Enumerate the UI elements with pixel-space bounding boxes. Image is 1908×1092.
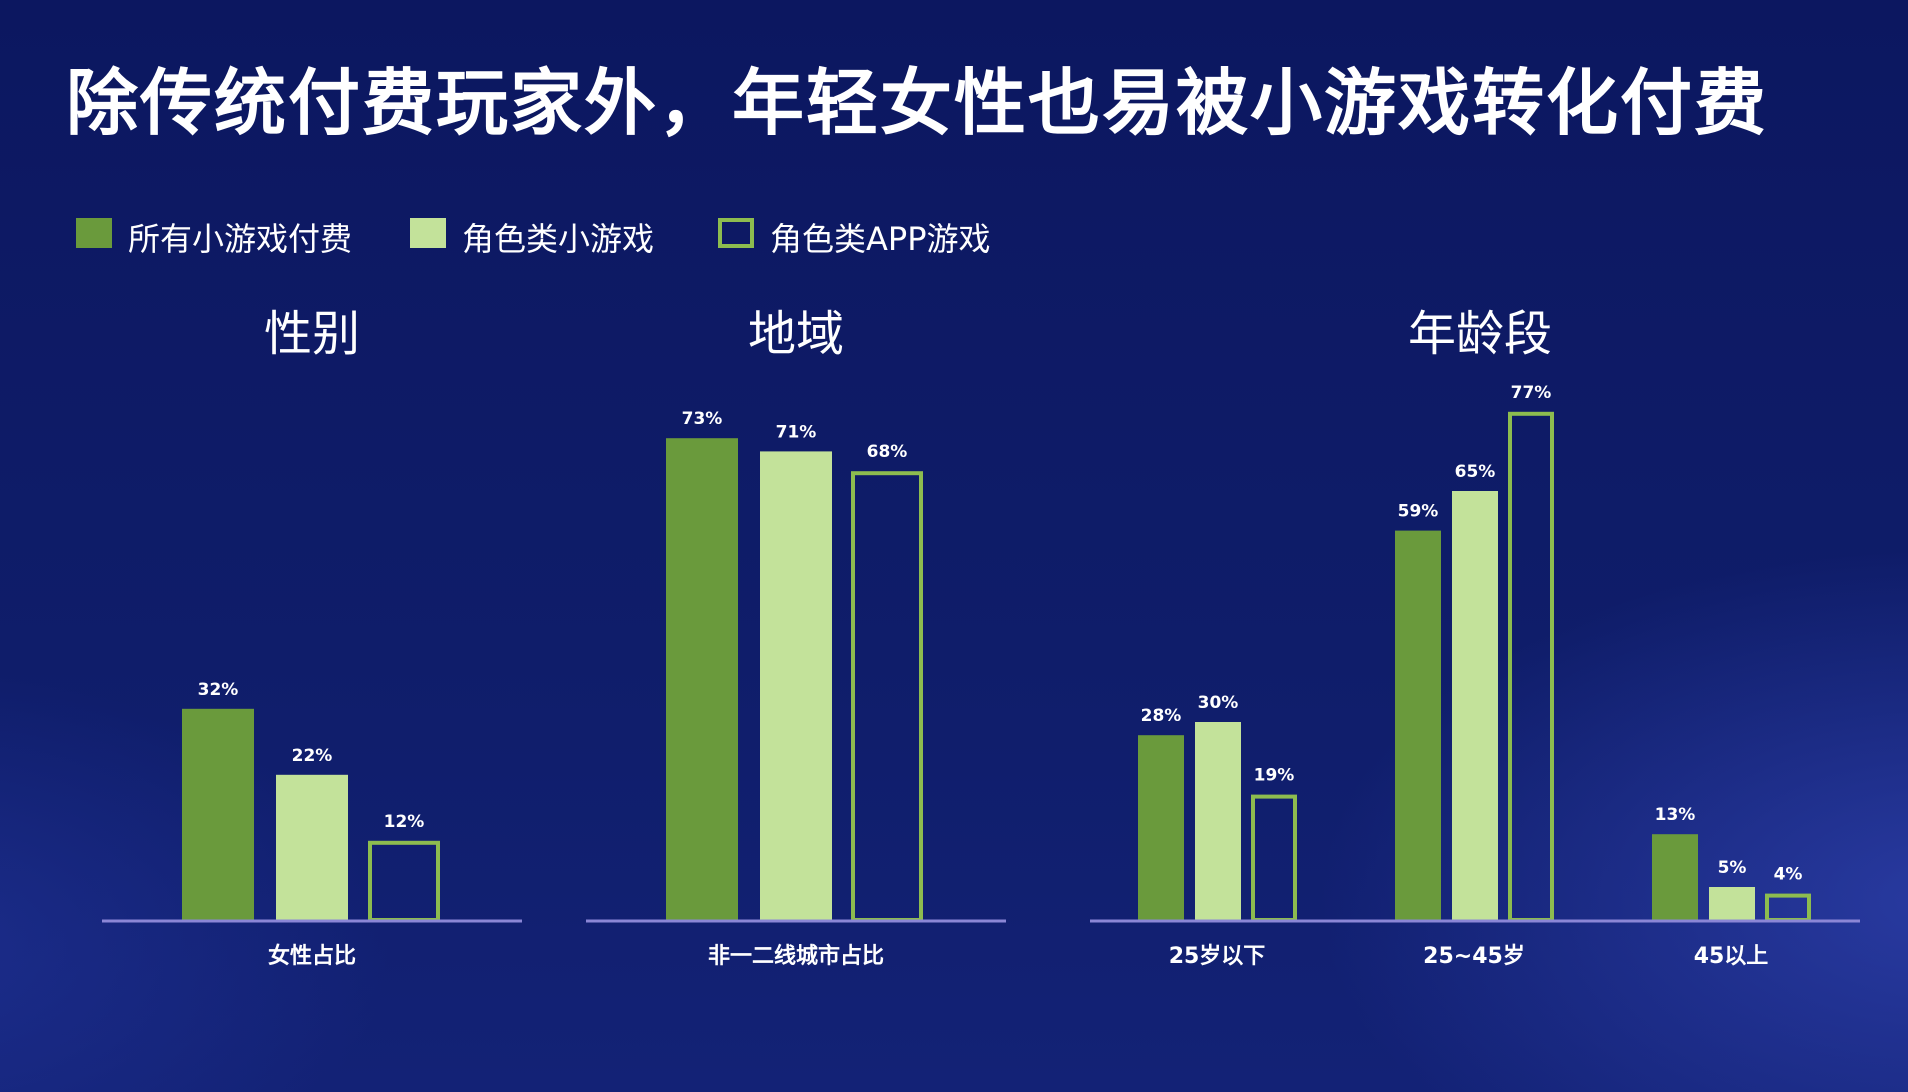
chart-title: 性别 — [264, 306, 360, 362]
x-tick-label: 25~45岁 — [1423, 943, 1525, 969]
data-label: 5% — [1718, 858, 1747, 878]
legend-swatch-role-mini — [410, 218, 446, 248]
bar-role-mini — [1452, 491, 1498, 920]
bar-role-mini — [760, 451, 832, 920]
data-label: 68% — [867, 442, 908, 462]
x-tick-label: 45以上 — [1694, 944, 1769, 969]
legend-label-all-paid: 所有小游戏付费 — [128, 220, 353, 258]
data-label: 4% — [1774, 865, 1803, 885]
bar-role-mini — [1709, 887, 1755, 920]
x-tick-label: 非一二线城市占比 — [708, 943, 884, 969]
bar-role-mini — [276, 774, 348, 920]
bar-all-paid — [666, 438, 738, 920]
data-label: 77% — [1511, 383, 1552, 403]
data-label: 73% — [682, 409, 723, 429]
legend-swatch-all-paid — [76, 218, 112, 248]
bar-all-paid — [1395, 530, 1441, 920]
data-label: 65% — [1455, 462, 1496, 482]
slide-title: 除传统付费玩家外，年轻女性也易被小游戏转化付费 — [66, 61, 1769, 145]
bar-all-paid — [1652, 834, 1698, 920]
bar-role-app — [1251, 794, 1297, 922]
legend-label-role-mini: 角色类小游戏 — [462, 220, 655, 258]
bar-role-app — [368, 840, 440, 922]
data-label: 22% — [292, 746, 333, 766]
data-label: 28% — [1141, 706, 1182, 726]
bar-role-app — [1508, 411, 1554, 922]
legend-swatch-role-app — [718, 218, 754, 248]
data-label: 59% — [1398, 502, 1439, 522]
data-label: 30% — [1198, 693, 1239, 713]
x-tick-label: 女性占比 — [268, 943, 356, 969]
bar-role-app — [851, 471, 923, 922]
data-label: 71% — [776, 422, 817, 442]
chart-title: 地域 — [748, 306, 844, 362]
bar-role-app — [1765, 893, 1811, 922]
data-label: 13% — [1655, 805, 1696, 825]
x-tick-label: 25岁以下 — [1169, 943, 1266, 969]
data-label: 12% — [384, 812, 425, 832]
data-label: 32% — [198, 680, 239, 700]
bar-all-paid — [1138, 735, 1184, 920]
chart-title: 年龄段 — [1408, 306, 1552, 362]
data-label: 19% — [1254, 766, 1295, 786]
bar-all-paid — [182, 708, 254, 920]
legend-label-role-app: 角色类APP游戏 — [770, 220, 991, 258]
bar-role-mini — [1195, 722, 1241, 920]
